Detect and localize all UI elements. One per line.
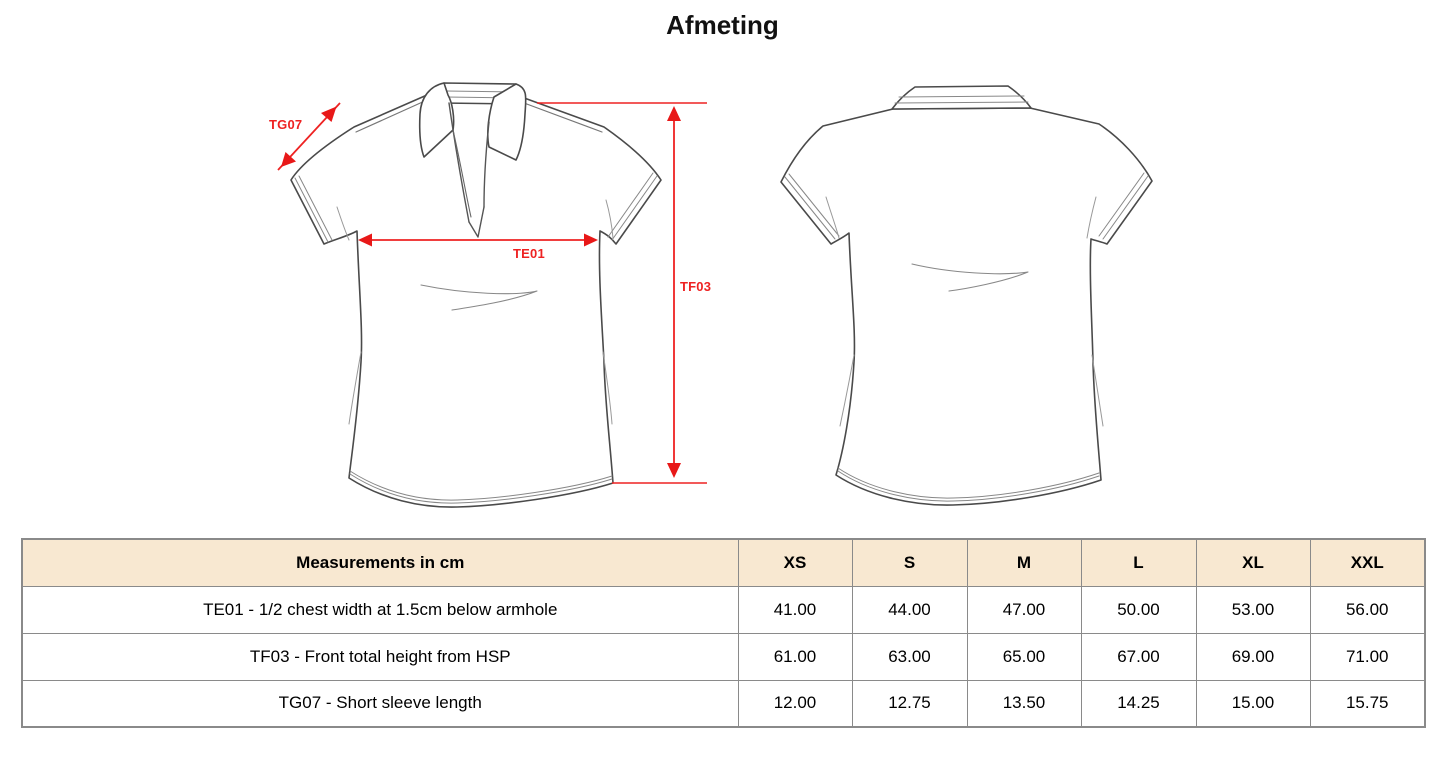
table-header-row: Measurements in cm XS S M L XL XXL [21, 538, 1426, 587]
cell-tf03-l: 67.00 [1080, 632, 1197, 681]
page-title: Afmeting [666, 10, 779, 40]
cell-tg07-xl: 15.00 [1195, 679, 1311, 728]
table-header-measurements: Measurements in cm [21, 538, 739, 587]
cell-tf03-xxl: 71.00 [1309, 632, 1426, 681]
table-header-size-xs: XS [737, 538, 853, 587]
table-header-size-l: L [1080, 538, 1197, 587]
arrowhead-te01-right [584, 233, 598, 247]
polo-back-drawing [780, 85, 1153, 506]
table-header-size-s: S [851, 538, 968, 587]
cell-tg07-xxl: 15.75 [1309, 679, 1426, 728]
cell-te01-xs: 41.00 [737, 585, 853, 634]
row-label-tg07: TG07 - Short sleeve length [21, 679, 739, 728]
cell-te01-xxl: 56.00 [1309, 585, 1426, 634]
table-header-size-xl: XL [1195, 538, 1311, 587]
cell-tf03-xs: 61.00 [737, 632, 853, 681]
table-row-te01: TE01 - 1/2 chest width at 1.5cm below ar… [21, 585, 1426, 634]
cell-te01-xl: 53.00 [1195, 585, 1311, 634]
cell-te01-m: 47.00 [966, 585, 1082, 634]
measurement-annotations [277, 102, 707, 484]
arrowhead-tg07-top [321, 106, 337, 122]
measure-label-tg07: TG07 [269, 117, 303, 132]
cell-tf03-m: 65.00 [966, 632, 1082, 681]
measure-label-tf03: TF03 [680, 279, 712, 294]
cell-tg07-l: 14.25 [1080, 679, 1197, 728]
cell-tg07-xs: 12.00 [737, 679, 853, 728]
cell-te01-s: 44.00 [851, 585, 968, 634]
arrowhead-tf03-top [667, 106, 681, 121]
garment-diagram: TG07 TE01 TF03 [269, 82, 1153, 508]
table-row-tf03: TF03 - Front total height from HSP 61.00… [21, 632, 1426, 681]
arrowhead-tg07-bottom [281, 152, 296, 167]
garment-drawing-svg [277, 82, 1153, 508]
cell-tf03-s: 63.00 [851, 632, 968, 681]
measure-label-te01: TE01 [513, 246, 545, 261]
cell-tf03-xl: 69.00 [1195, 632, 1311, 681]
arrowhead-te01-left [358, 233, 372, 247]
row-label-te01: TE01 - 1/2 chest width at 1.5cm below ar… [21, 585, 739, 634]
cell-tg07-m: 13.50 [966, 679, 1082, 728]
polo-front-drawing [290, 82, 662, 508]
table-header-size-xxl: XXL [1309, 538, 1426, 587]
table-row-tg07: TG07 - Short sleeve length 12.00 12.75 1… [21, 679, 1426, 728]
measurements-table: Measurements in cm XS S M L XL XXL TE01 … [21, 538, 1426, 728]
arrowhead-tf03-bottom [667, 463, 681, 478]
cell-tg07-s: 12.75 [851, 679, 968, 728]
row-label-tf03: TF03 - Front total height from HSP [21, 632, 739, 681]
cell-te01-l: 50.00 [1080, 585, 1197, 634]
table-header-size-m: M [966, 538, 1082, 587]
